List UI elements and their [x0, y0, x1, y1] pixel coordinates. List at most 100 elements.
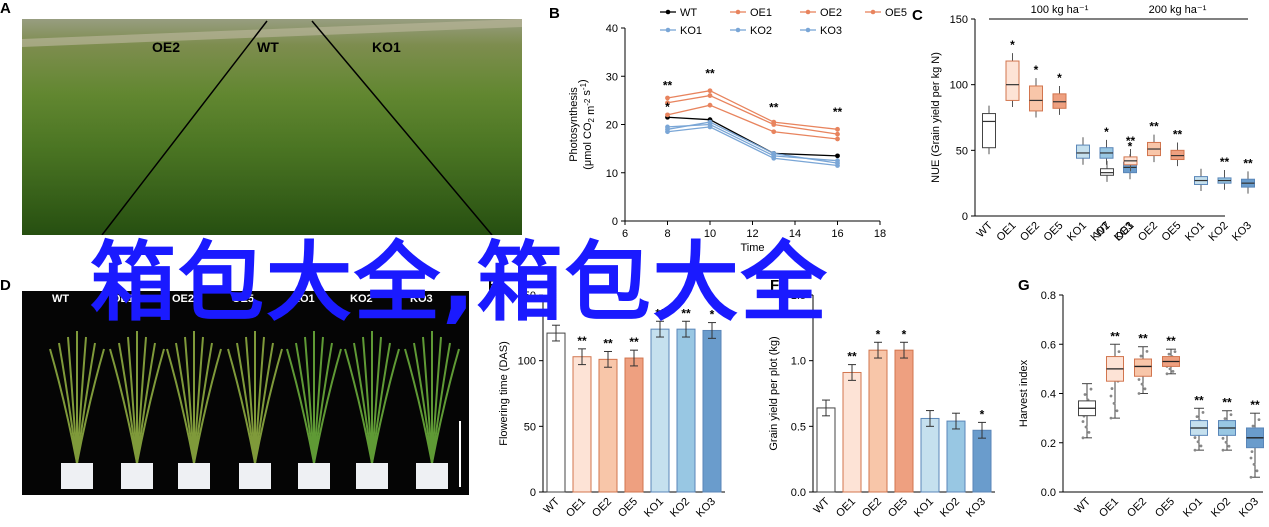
chart-c-box [1100, 168, 1114, 176]
chart-b-xtick-label: 16 [831, 228, 843, 240]
plant-stem [118, 342, 138, 464]
chart-g-point [1087, 431, 1091, 434]
chart-g-xtick-label: KO2 [1209, 496, 1233, 520]
plant-label-oe2: OE2 [172, 293, 195, 305]
chart-b-line-wt [667, 116, 838, 157]
panel-c-letter: C [912, 7, 923, 24]
chart-f-xtick-label: KO2 [938, 496, 962, 520]
chart-g-xtick-label: KO3 [1237, 496, 1261, 520]
chart-c-box [1029, 85, 1043, 112]
chart-b-point [707, 124, 713, 130]
chart-f-bar-oe1 [842, 371, 862, 493]
chart-c-nue: 0 50 100 150 NUE (Grain yield per kg N) 100 k… [930, 4, 1255, 244]
chart-b-legend-ko1: KO1 [680, 25, 702, 37]
chart-g-point [1201, 411, 1205, 414]
chart-f-bar-ko1 [920, 417, 940, 493]
chart-b-legend-marker [735, 27, 741, 33]
chart-f-xtick-label: KO3 [964, 496, 988, 520]
chart-g-point [1165, 372, 1169, 376]
plant-pot [121, 463, 153, 489]
plant-stem [193, 348, 222, 464]
chart-c-sig: ** [1243, 156, 1253, 170]
chart-e-ytick-label: 150 [518, 290, 536, 302]
chart-e-xtick-label: KO1 [642, 496, 666, 520]
chart-b-legend-marker [665, 27, 671, 33]
chart-e-xtick-label: OE5 [616, 496, 640, 520]
chart-f-sig: ** [847, 350, 857, 364]
chart-b-point [771, 129, 777, 135]
plant-label-oe5: OE5 [232, 293, 255, 305]
chart-e-xtick-label: OE2 [590, 496, 614, 520]
chart-b-xtick-label: 6 [622, 228, 628, 240]
chart-f-xtick-label: OE2 [860, 496, 884, 520]
panel-g-letter: G [1018, 277, 1030, 294]
chart-b-point [665, 95, 670, 101]
chart-b-sig: ** [705, 66, 715, 80]
chart-b-point [835, 136, 840, 142]
chart-c-xtick-label: KO2 [1207, 220, 1231, 244]
plant-stem [76, 348, 105, 464]
chart-c-xtick-label: OE2 [1018, 220, 1042, 244]
chart-e-sig: ** [655, 306, 665, 320]
chart-g-ylabel: Harvest index [1018, 359, 1030, 427]
chart-g-point [1223, 417, 1227, 421]
chart-f-sig: * [902, 327, 907, 341]
chart-c-sig: * [1010, 38, 1015, 52]
chart-g-point [1084, 425, 1088, 429]
plant-label-wt: WT [52, 293, 70, 305]
field-label-oe2: OE2 [152, 39, 181, 55]
chart-c-xtick-label: OE1 [995, 220, 1019, 244]
chart-g-point [1171, 369, 1175, 373]
chart-g-point [1110, 387, 1114, 390]
chart-e-bar-wt [546, 332, 566, 493]
chart-e-flowering: 0 50 100 150 Flowering time (DAS) WT ** OE1 ** OE… [498, 290, 725, 520]
plant-stem [413, 342, 433, 464]
chart-b-line-oe2 [667, 90, 838, 130]
chart-c-ytick-label: 50 [956, 145, 968, 157]
chart-g-point [1109, 416, 1113, 420]
chart-c-group-label: 200 kg ha⁻¹ [1149, 4, 1207, 16]
chart-f-ylabel: Grain yield per plot (kg) [768, 336, 780, 450]
chart-b-legend-wt: WT [680, 7, 697, 19]
chart-g-point [1167, 352, 1171, 356]
chart-b-legend-oe1: OE1 [750, 7, 772, 19]
chart-b-legend-marker [805, 9, 811, 15]
chart-g-ytick-label: 0.4 [1041, 389, 1056, 401]
chart-f-sig: * [980, 407, 985, 421]
chart-g-point [1195, 415, 1199, 419]
chart-b-point [835, 153, 840, 159]
chart-c-sig: ** [1149, 120, 1159, 134]
chart-g-point [1137, 378, 1141, 381]
chart-b-ylabel: Photosynthesis (μmol CO2 m-2 s-1) [568, 79, 597, 169]
chart-g-point [1173, 350, 1177, 354]
chart-e-bar-ko2 [676, 328, 696, 493]
chart-b-xtick-label: 8 [664, 228, 670, 240]
chart-g-xtick-label: OE5 [1153, 496, 1177, 520]
chart-g-harvest-index: 0.0 0.2 0.4 0.6 0.8 Harvest index WT ** OE1 ** OE2… [1018, 290, 1264, 520]
panel-f-letter: F [770, 277, 780, 294]
panel-b-letter: B [549, 5, 560, 22]
chart-g-point [1229, 413, 1233, 417]
chart-g-point [1257, 418, 1261, 422]
plant-pot [178, 463, 210, 489]
chart-g-point [1137, 392, 1141, 395]
field-label-wt: WT [257, 39, 279, 55]
chart-c-ytick-label: 150 [950, 14, 968, 26]
chart-g-point [1193, 448, 1197, 452]
chart-g-point [1249, 475, 1253, 479]
chart-b-sig: ** [663, 79, 673, 93]
chart-b-xtick-label: 10 [704, 228, 716, 240]
chart-f-bar-oe5 [894, 349, 914, 493]
chart-c-ytick-label: 100 [950, 80, 968, 92]
chart-f-ytick-label: 1.0 [791, 356, 806, 368]
chart-b-point [835, 163, 840, 168]
chart-g-sig: ** [1194, 393, 1204, 407]
chart-g-ytick-label: 0.2 [1041, 438, 1056, 450]
chart-f-bar-wt [816, 407, 836, 493]
chart-c-sig: ** [1126, 134, 1136, 148]
chart-e-bar-oe5 [624, 357, 644, 493]
chart-e-xtick-label: KO3 [694, 496, 718, 520]
chart-g-sig: ** [1110, 329, 1120, 343]
panel-d-letter: D [0, 277, 11, 294]
chart-e-ytick-label: 0 [530, 487, 536, 499]
